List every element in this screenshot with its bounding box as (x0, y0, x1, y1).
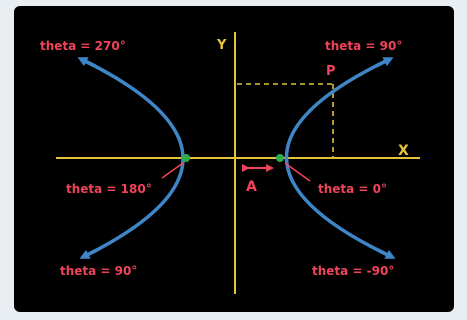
left-vertex-pointer (161, 162, 184, 179)
theta-bottom-right-label: theta = -90° (312, 264, 394, 278)
arrow-bottom-left-icon (79, 248, 98, 259)
arrow-top-left-icon (77, 57, 96, 68)
right-vertex (276, 154, 284, 162)
right-vertex-pointer (284, 162, 311, 182)
point-p-label: P (326, 64, 336, 79)
theta-right-vertex-label: theta = 0° (318, 182, 387, 196)
arrow-bottom-right-icon (377, 248, 396, 259)
distance-a-label: A (246, 179, 257, 195)
left-vertex (182, 154, 190, 162)
theta-top-left-label: theta = 270° (40, 39, 126, 53)
theta-left-vertex-label: theta = 180° (66, 182, 152, 196)
y-axis-label: Y (216, 38, 227, 53)
right-hyperbola-branch (284, 58, 391, 258)
x-axis-label: X (398, 143, 409, 159)
theta-bottom-left-label: theta = 90° (60, 264, 137, 278)
theta-top-right-label: theta = 90° (325, 39, 402, 53)
arrow-top-right-icon (375, 57, 394, 68)
